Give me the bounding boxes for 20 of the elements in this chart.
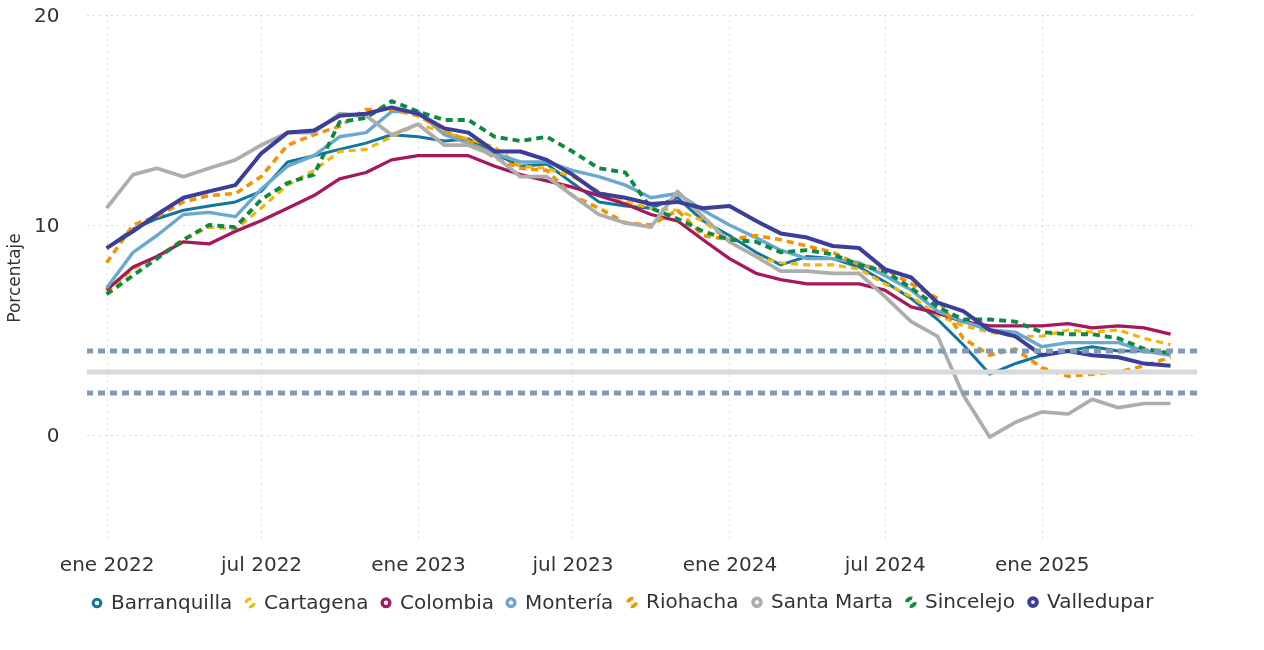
- y-tick-label: 20: [34, 2, 60, 27]
- x-tick-label: ene 2024: [682, 551, 778, 576]
- x-tick-label: ene 2023: [371, 551, 466, 576]
- x-tick-label: jul 2024: [843, 551, 926, 576]
- legend-label: Riohacha: [646, 589, 739, 614]
- legend-label: Sincelejo: [925, 589, 1015, 614]
- y-tick-label: 0: [46, 422, 60, 447]
- legend-label: Montería: [525, 589, 614, 614]
- y-axis-title: Porcentaje: [4, 233, 25, 323]
- x-tick-label: ene 2022: [59, 551, 155, 576]
- legend-label: Colombia: [400, 589, 494, 614]
- legend-label: Cartagena: [264, 589, 369, 614]
- legend-label: Santa Marta: [771, 589, 893, 614]
- line-series: [104, 111, 1173, 439]
- y-tick-label: 10: [34, 212, 60, 237]
- x-tick-label: jul 2023: [531, 551, 614, 576]
- legend-label: Barranquilla: [111, 590, 233, 614]
- x-tick-label: ene 2025: [994, 551, 1090, 576]
- x-tick-label: jul 2022: [220, 551, 303, 576]
- legend-label: Valledupar: [1047, 589, 1155, 614]
